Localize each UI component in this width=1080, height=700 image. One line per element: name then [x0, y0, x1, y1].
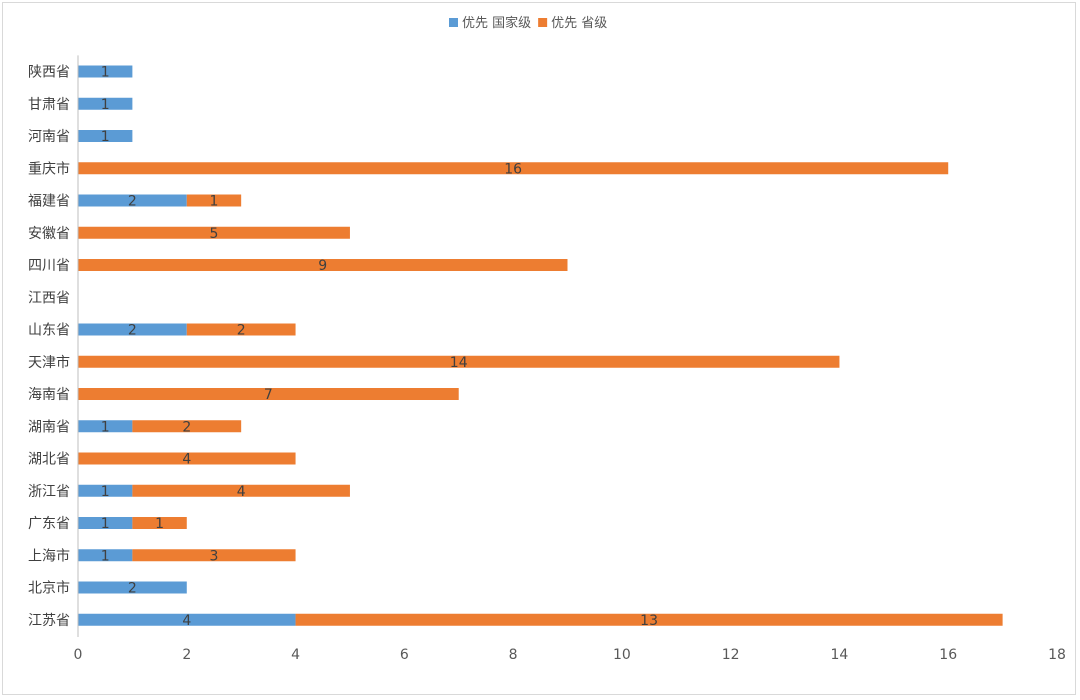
- bar-segment-provincial: [132, 484, 350, 497]
- legend-label-2: 优先 省级: [551, 16, 607, 31]
- bar-segment-national: [78, 549, 133, 562]
- bar-segment-provincial: [78, 162, 949, 175]
- category-label: 天津市: [28, 354, 70, 371]
- x-tick-label: 12: [722, 647, 740, 663]
- bar-segment-provincial: [186, 323, 296, 336]
- data-label: 1: [101, 419, 110, 435]
- x-tick-label: 18: [1048, 647, 1066, 663]
- x-tick-label: 14: [831, 647, 849, 663]
- category-label: 湖南省: [28, 419, 70, 435]
- x-tick-label: 8: [509, 647, 518, 663]
- data-label: 1: [101, 516, 110, 532]
- data-label: 1: [101, 65, 110, 81]
- bar-segment-national: [78, 194, 187, 207]
- category-axis: 陕西省甘肃省河南省重庆市福建省安徽省四川省江西省山东省天津市海南省湖南省湖北省浙…: [28, 65, 70, 629]
- data-label: 2: [128, 323, 137, 339]
- category-label: 河南省: [28, 129, 70, 145]
- data-label: 9: [318, 258, 327, 274]
- bar-segment-provincial: [295, 613, 1003, 626]
- data-label: 1: [210, 194, 219, 210]
- bar-segment-provincial: [132, 517, 187, 529]
- bar-segment-national: [78, 65, 133, 78]
- category-label: 北京市: [28, 580, 70, 597]
- data-label: 4: [182, 452, 191, 468]
- data-label: 2: [182, 419, 191, 435]
- bar-segment-provincial: [78, 388, 459, 400]
- category-label: 海南省: [28, 387, 70, 403]
- data-label: 4: [182, 613, 191, 629]
- data-label: 2: [237, 323, 246, 339]
- category-label: 安徽省: [28, 226, 70, 242]
- bars: [78, 65, 1003, 626]
- value-axis: 0 2 4 6 8 10 12 14 16 18: [74, 55, 1066, 663]
- bar-segment-national: [78, 97, 133, 110]
- data-label: 1: [101, 129, 110, 145]
- data-label: 1: [155, 516, 164, 532]
- x-tick-label: 0: [74, 647, 83, 663]
- category-label: 上海市: [28, 547, 70, 564]
- x-tick-label: 16: [939, 647, 957, 663]
- legend-swatch-1: [449, 18, 458, 27]
- data-label: 13: [640, 613, 658, 629]
- x-tick-label: 2: [182, 647, 191, 663]
- category-label: 广东省: [28, 516, 70, 532]
- bar-segment-provincial: [132, 420, 242, 433]
- bar-segment-provincial: [78, 259, 568, 271]
- data-label: 7: [264, 387, 273, 403]
- bar-segment-national: [78, 130, 133, 142]
- x-tick-label: 10: [613, 647, 631, 663]
- data-label: 1: [101, 484, 110, 500]
- x-tick-label: 4: [291, 647, 300, 663]
- bar-segment-provincial: [186, 194, 242, 207]
- data-label: 2: [128, 194, 137, 210]
- data-label: 1: [101, 548, 110, 564]
- category-label: 山东省: [28, 323, 70, 339]
- data-label: 1: [101, 97, 110, 113]
- bar-segment-provincial: [132, 549, 296, 562]
- bar-segment-national: [78, 613, 296, 626]
- category-label: 陕西省: [28, 65, 70, 81]
- category-label: 甘肃省: [28, 97, 70, 113]
- bar-segment-national: [78, 581, 187, 594]
- category-label: 江西省: [28, 290, 70, 306]
- data-label: 2: [128, 581, 137, 597]
- data-label: 4: [237, 484, 246, 500]
- category-label: 江苏省: [28, 613, 70, 629]
- bar-segment-national: [78, 517, 133, 529]
- bar-segment-provincial: [78, 452, 296, 465]
- data-label: 14: [450, 355, 468, 371]
- x-tick-label: 6: [400, 647, 409, 663]
- category-label: 重庆市: [28, 160, 70, 177]
- data-label: 5: [210, 226, 219, 242]
- legend-swatch-2: [538, 18, 548, 27]
- legend: 优先 国家级 优先 省级: [449, 15, 607, 31]
- category-label: 福建省: [28, 194, 70, 210]
- data-label: 16: [504, 161, 522, 177]
- bar-segment-national: [78, 420, 133, 433]
- category-label: 四川省: [28, 258, 70, 274]
- bar-segment-national: [78, 323, 187, 336]
- data-label: 3: [210, 548, 219, 564]
- legend-label-1: 优先 国家级: [462, 15, 531, 31]
- bar-segment-national: [78, 484, 133, 497]
- bar-segment-provincial: [78, 226, 350, 239]
- bar-segment-provincial: [78, 355, 840, 368]
- category-label: 浙江省: [28, 484, 70, 500]
- category-label: 湖北省: [28, 452, 70, 468]
